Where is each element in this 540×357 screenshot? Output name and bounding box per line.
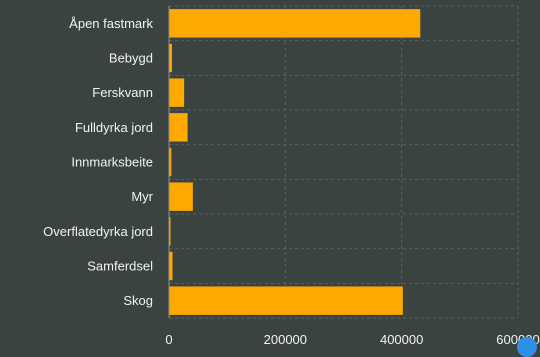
x-tick-label: 400000 (380, 332, 423, 347)
category-label: Åpen fastmark (69, 16, 153, 31)
chart-container: Åpen fastmark Bebygd Ferskvann Fulldyrka jo… (43, 5, 540, 357)
category-label: Bebygd (109, 51, 153, 66)
category-label: Overflatedyrka jord (43, 224, 153, 239)
bar[interactable] (169, 286, 403, 315)
bar-layer (169, 9, 421, 315)
scroll-indicator-dot[interactable] (517, 337, 537, 357)
bar[interactable] (169, 251, 173, 281)
bar[interactable] (169, 9, 421, 38)
bar[interactable] (169, 113, 188, 142)
category-label: Ferskvann (92, 85, 153, 100)
category-label: Skog (123, 293, 153, 308)
bar[interactable] (169, 147, 172, 177)
bar-chart: Åpen fastmark Bebygd Ferskvann Fulldyrka jo… (43, 5, 540, 347)
category-label: Fulldyrka jord (75, 120, 153, 135)
bar[interactable] (169, 217, 171, 246)
category-label: Innmarksbeite (71, 155, 153, 170)
bar[interactable] (169, 78, 185, 107)
x-tick-label: 0 (165, 332, 172, 347)
category-label: Samferdsel (87, 259, 153, 274)
category-label-layer: Åpen fastmark Bebygd Ferskvann Fulldyrka jo… (43, 16, 153, 308)
bar[interactable] (169, 43, 172, 73)
grid-layer (169, 5, 519, 319)
bar[interactable] (169, 182, 193, 211)
category-label: Myr (131, 189, 153, 204)
x-tick-label-layer: 0 200000 400000 600000 (165, 332, 539, 347)
x-tick-label: 200000 (264, 332, 307, 347)
